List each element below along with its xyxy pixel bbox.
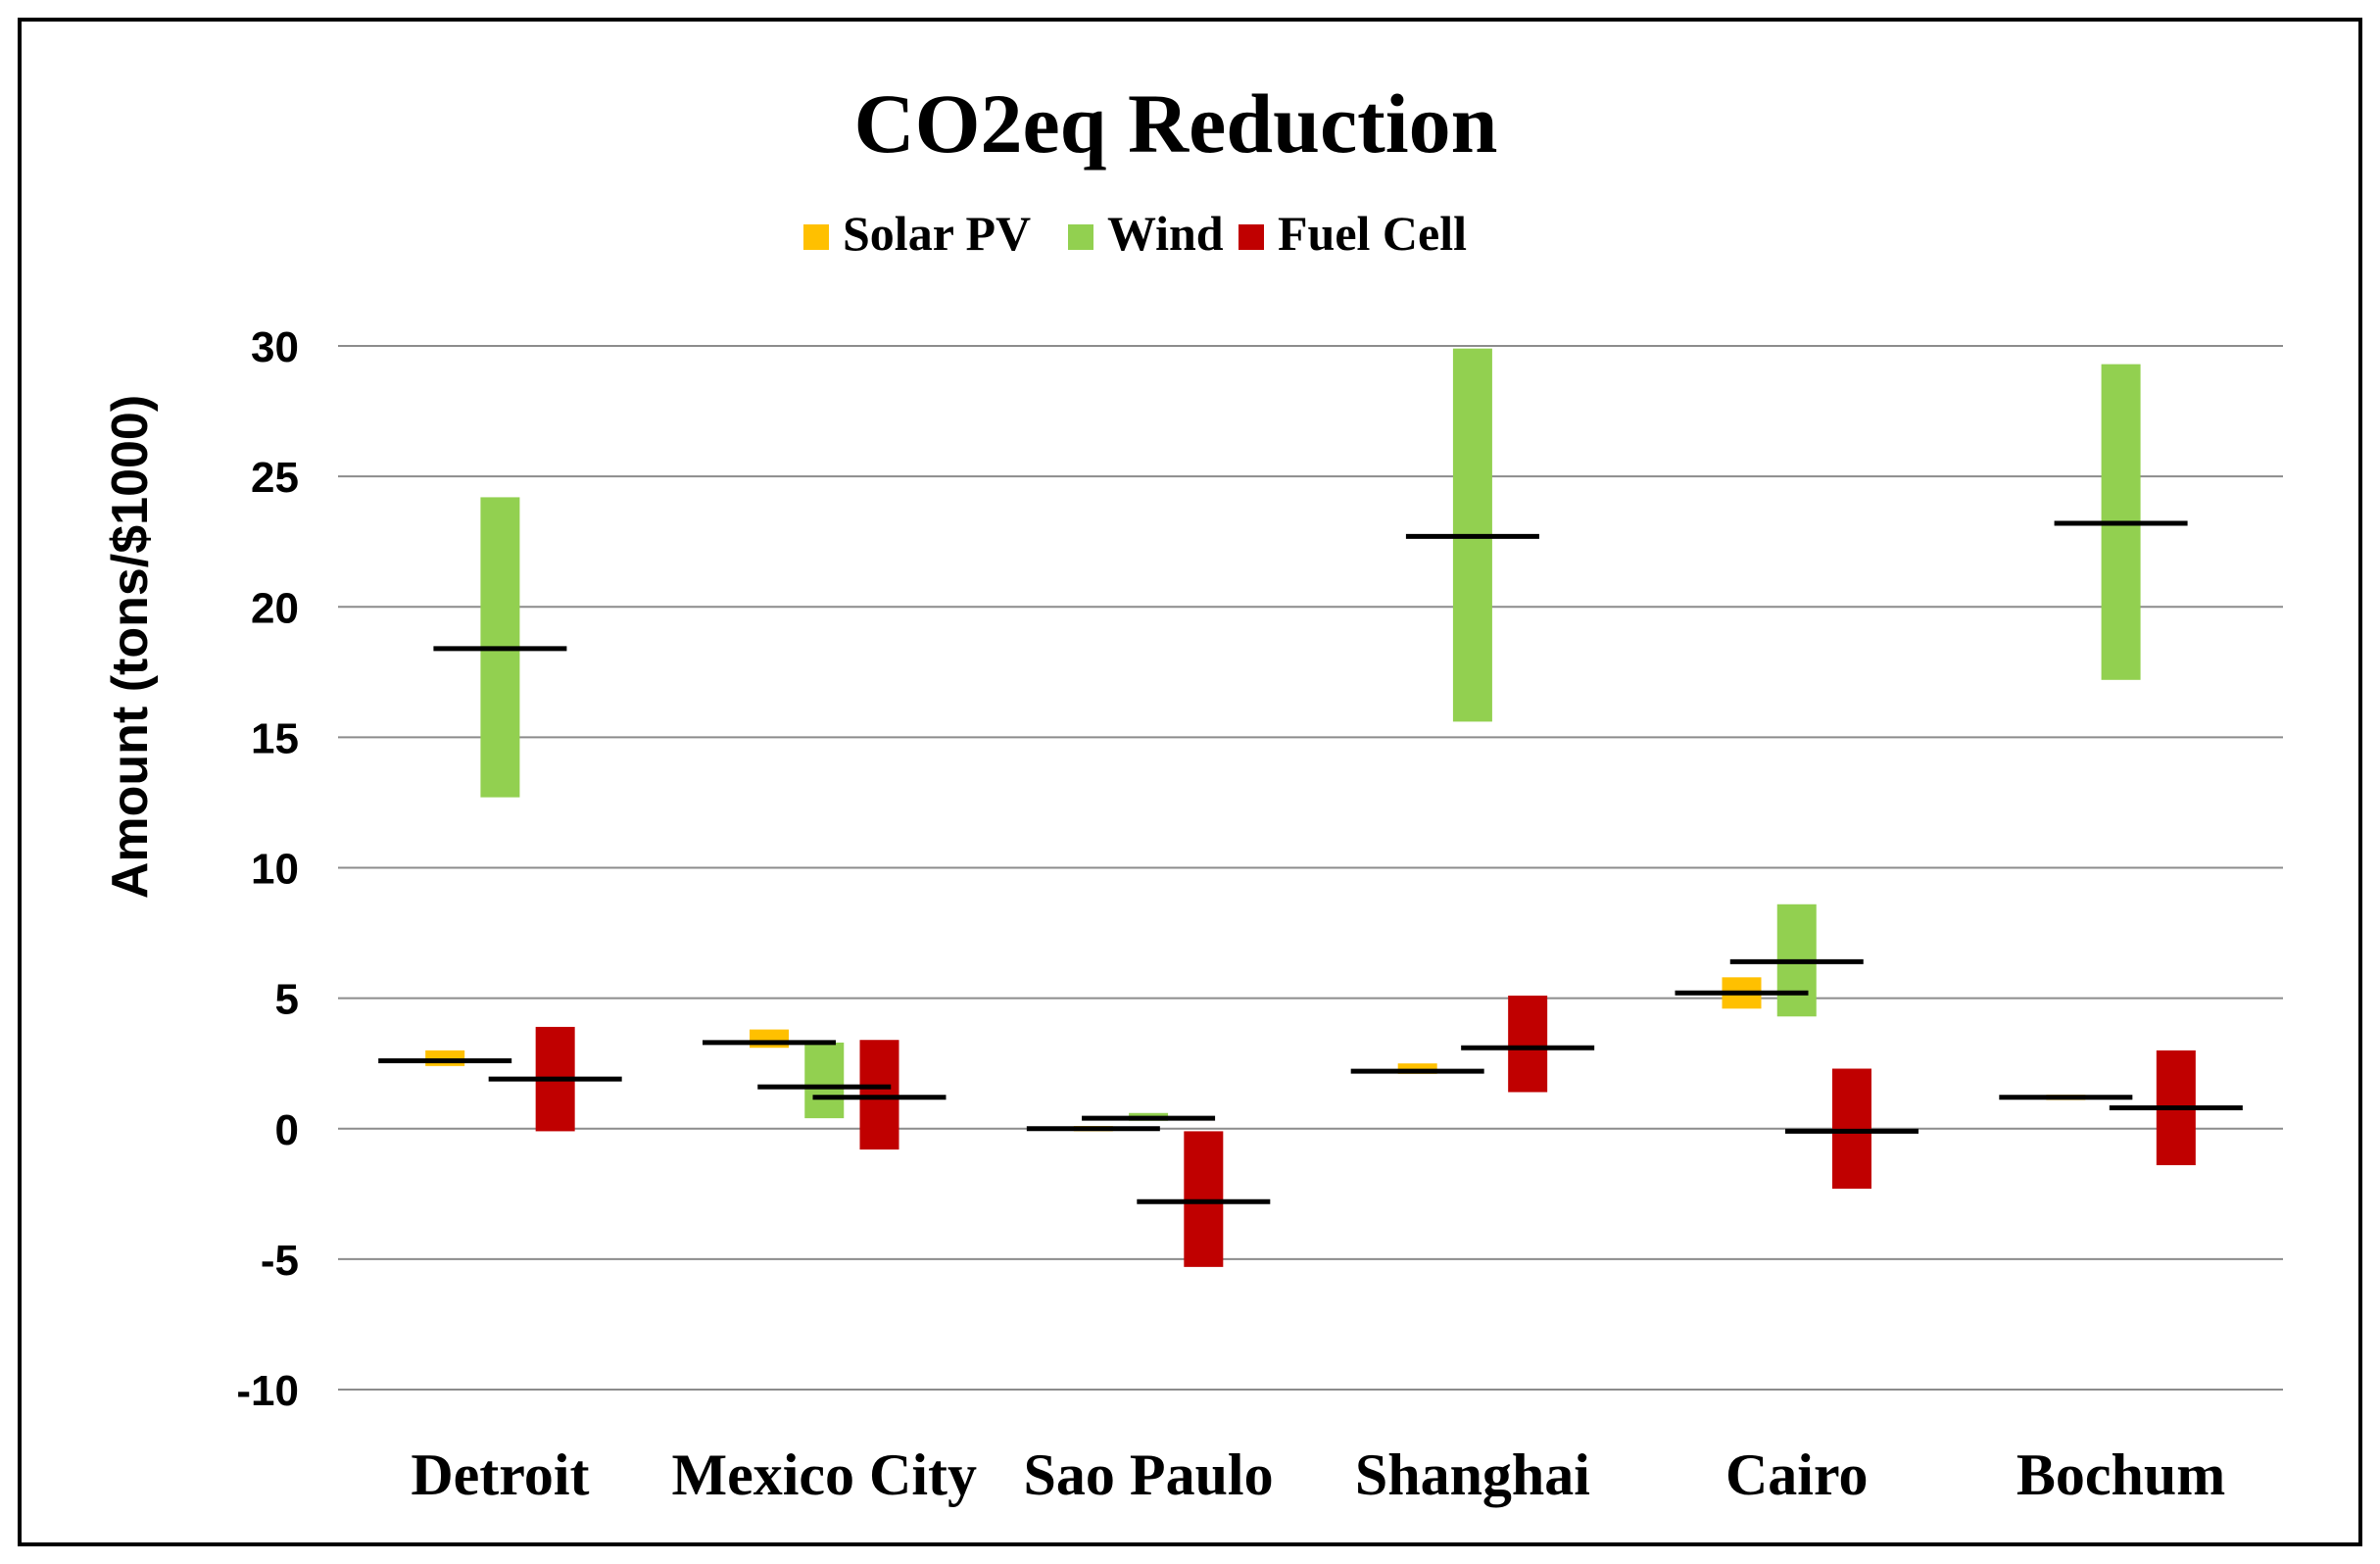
- y-tick-label: 30: [251, 323, 299, 371]
- legend-swatch: [1068, 224, 1093, 250]
- category-label: Mexico City: [671, 1442, 977, 1507]
- legend-swatch: [803, 224, 829, 250]
- y-axis-label: Amount (tons/$1000): [102, 395, 159, 899]
- category-label: Shanghai: [1355, 1442, 1590, 1507]
- legend-label: Solar PV: [843, 206, 1031, 261]
- bar-solar-pv: [1397, 1063, 1437, 1074]
- bar-fuel-cell: [1831, 1068, 1871, 1189]
- y-tick-label: 10: [251, 846, 299, 894]
- y-tick-label: 15: [251, 714, 299, 762]
- y-axis-ticks: -10 -5 0 5 10 15 20 25 30: [236, 323, 299, 1415]
- bar-fuel-cell: [859, 1040, 899, 1150]
- bar-solar-pv: [750, 1029, 790, 1049]
- bar-wind: [804, 1042, 845, 1119]
- x-axis-categories: Detroit Mexico City Sao Paulo Shanghai Cairo…: [411, 1442, 2225, 1507]
- y-tick-label: -10: [236, 1367, 299, 1415]
- y-tick-label: 5: [275, 976, 299, 1024]
- y-tick-label: 20: [251, 584, 299, 632]
- legend-label: Fuel Cell: [1278, 206, 1467, 261]
- y-tick-label: 25: [251, 454, 299, 502]
- y-tick-label: 0: [275, 1106, 299, 1154]
- category-label: Detroit: [411, 1442, 589, 1507]
- category-label: Sao Paulo: [1024, 1442, 1274, 1507]
- category-label: Cairo: [1725, 1442, 1869, 1507]
- legend-label: Wind: [1107, 206, 1224, 261]
- bar-fuel-cell: [1184, 1131, 1224, 1267]
- legend-swatch: [1239, 224, 1264, 250]
- legend: Solar PV Wind Fuel Cell: [803, 206, 1467, 261]
- bar-fuel-cell: [1508, 995, 1548, 1093]
- y-tick-label: -5: [261, 1237, 299, 1285]
- chart-frame: [18, 18, 2362, 1546]
- gridlines: [338, 345, 2283, 1391]
- bar-solar-pv: [425, 1050, 465, 1066]
- value-markers: [378, 520, 2243, 1204]
- chart-title: CO2eq Reduction: [854, 76, 1498, 171]
- category-label: Bochum: [2016, 1442, 2225, 1507]
